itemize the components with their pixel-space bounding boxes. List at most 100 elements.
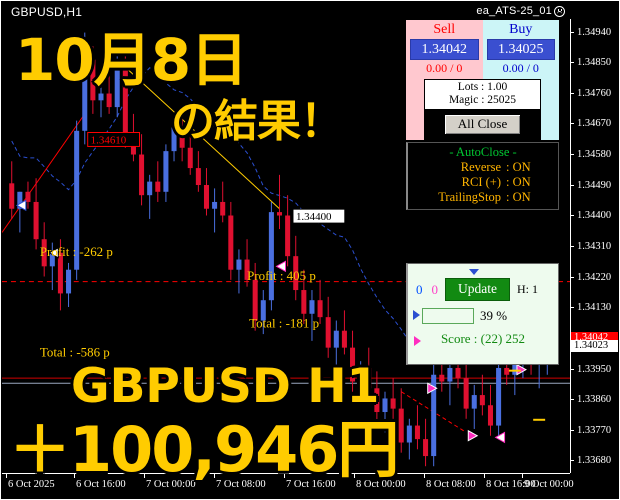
profit-label-2-text: Profit : 405 p xyxy=(247,268,316,283)
price-tick-label: 1.33770 xyxy=(577,424,612,436)
buy-position-summary: 0.00 / 0 xyxy=(502,61,539,75)
all-close-row: All Close xyxy=(406,110,559,140)
price-tick-mark xyxy=(571,307,574,309)
price-tick-label: 1.33950 xyxy=(577,363,612,375)
time-tick-label: 8 Oct 00:00 xyxy=(356,479,406,490)
autoclose-row[interactable]: RCI (+): ON xyxy=(408,175,558,190)
time-tick-label: 6 Oct 16:00 xyxy=(76,479,126,490)
price-tick-mark xyxy=(571,154,574,156)
time-scale[interactable]: 6 Oct 2025 6 Oct 16:00 7 Oct 00:00 7 Oct 08… xyxy=(2,473,574,498)
autoclose-row[interactable]: Reverse : ON xyxy=(408,160,558,175)
progress-percent-label: 39 % xyxy=(480,308,508,323)
price-tick-mark xyxy=(571,215,574,217)
lots-line: Lots : 1.00 xyxy=(457,81,508,93)
time-tick-mark xyxy=(484,474,485,478)
price-tick-label: 1.34940 xyxy=(577,26,612,38)
chart-title: GBPUSD,H1 xyxy=(11,5,83,19)
lots-magic-box: Lots : 1.00 Magic : 25025 xyxy=(424,79,541,110)
sell-side-spacer xyxy=(406,79,424,110)
price-tick: 1.33680 xyxy=(571,455,618,467)
price-tick: 1.34310 xyxy=(571,241,618,253)
price-tick: 1.34850 xyxy=(571,57,618,69)
price-tick-mark xyxy=(571,368,574,370)
progress-row: 39 % xyxy=(408,308,558,324)
autoclose-row-name: Reverse xyxy=(460,160,501,174)
price-tick-mark xyxy=(571,399,574,401)
current-price-badge: 1.34023 xyxy=(571,339,618,352)
price-tick-label: 1.33860 xyxy=(577,394,612,406)
high-price-label-text: 1.34610 xyxy=(91,134,127,146)
time-tick-mark xyxy=(284,474,285,478)
autoclose-panel: - AutoClose - Reverse: ON RCI (+): ON Trai… xyxy=(406,142,559,210)
all-close-zone: All Close xyxy=(424,110,541,140)
high-price-label: 1.34610 xyxy=(87,132,141,147)
price-scale[interactable]: 1.34940 1.34850 1.34760 1.34670 1.34580 1.344… xyxy=(570,19,618,473)
progress-bar xyxy=(422,308,474,324)
update-button[interactable]: Update xyxy=(445,278,510,301)
price-tick-label: 1.34490 xyxy=(577,179,612,191)
time-tick-label: 7 Oct 00:00 xyxy=(146,479,196,490)
price-tick: 1.34130 xyxy=(571,302,618,314)
time-tick-label: 6 Oct 2025 xyxy=(8,479,55,490)
autoclose-row-name: RCI (+) xyxy=(461,175,501,189)
counter-pink: 0 xyxy=(431,281,439,297)
buy-label: Buy xyxy=(509,22,533,37)
sell-label: Sell xyxy=(433,22,456,37)
sell-side-spacer-2 xyxy=(406,110,424,140)
price-tick: 1.34940 xyxy=(571,27,618,39)
entry-price-label-text: 1.34400 xyxy=(296,211,332,223)
price-tick: 1.34400 xyxy=(571,210,618,222)
sell-column: Sell 1.34042 0.00 / 0 xyxy=(406,20,483,79)
ea-name-label: ea_ATS-25_01 xyxy=(476,5,552,17)
autoclose-row-value: : ON xyxy=(506,160,531,174)
profit-label-1: Profit : -262 p xyxy=(40,244,113,259)
time-tick-label: 8 Oct 08:00 xyxy=(426,479,476,490)
profit-label-1-text: Profit : -262 p xyxy=(40,244,113,259)
price-tick-mark xyxy=(571,62,574,64)
all-close-button[interactable]: All Close xyxy=(443,114,522,135)
counter-blue: 0 xyxy=(416,281,423,297)
price-tick-label: 1.34850 xyxy=(577,57,612,69)
time-tick-label: 8 Oct 16:00 xyxy=(486,479,536,490)
arrow-right-pink-icon xyxy=(414,336,421,346)
price-tick: 1.34760 xyxy=(571,88,618,100)
price-tick-label: 1.34310 xyxy=(577,241,612,252)
total-label-2: Total : -586 p xyxy=(40,345,110,360)
price-tick-mark xyxy=(571,184,574,186)
buy-side-spacer xyxy=(541,79,559,110)
profit-label-2: Profit : 405 p xyxy=(247,268,316,283)
price-tick: 1.34220 xyxy=(571,272,618,284)
total-label-1-text: Total : -181 p xyxy=(249,316,319,331)
time-tick-label: 7 Oct 08:00 xyxy=(216,479,266,490)
score-top-row: 0 0 Update H: 1 xyxy=(408,278,558,301)
entry-price-label: 1.34400 xyxy=(292,208,346,224)
price-tick-mark xyxy=(571,246,574,247)
time-tick-mark xyxy=(214,474,215,478)
arrow-right-blue-icon xyxy=(413,310,420,320)
sell-price-button[interactable]: 1.34042 xyxy=(410,39,479,60)
price-tick-label: 1.34580 xyxy=(577,149,612,161)
sell-buy-row: Sell 1.34042 0.00 / 0 Buy 1.34025 0.00 /… xyxy=(406,20,559,79)
chart-plot-area[interactable]: 1.34610 1.34400 Profit : -262 p Profit : 40… xyxy=(2,19,570,473)
arrow-down-icon xyxy=(469,269,479,275)
price-tick: 1.33770 xyxy=(571,425,618,437)
total-label-1: Total : -181 p xyxy=(249,316,319,331)
price-tick-label: 1.34130 xyxy=(577,302,612,314)
total-label-2-text: Total : -586 p xyxy=(40,345,110,360)
price-tick-mark xyxy=(571,31,574,33)
buy-side-spacer-2 xyxy=(541,110,559,140)
autoclose-row[interactable]: TrailingStop: ON xyxy=(408,190,558,205)
time-tick-mark xyxy=(522,474,523,478)
price-tick-mark xyxy=(571,429,574,431)
buy-price-button[interactable]: 1.34025 xyxy=(486,39,555,60)
price-tick-mark xyxy=(571,92,574,94)
buy-column: Buy 1.34025 0.00 / 0 xyxy=(482,20,559,79)
price-tick-mark xyxy=(571,460,574,462)
price-tick-label: 1.34220 xyxy=(577,271,612,283)
hour-label: H: 1 xyxy=(516,282,538,296)
score-label: Score : (22) 252 xyxy=(440,331,526,346)
time-tick-mark xyxy=(6,474,7,478)
price-tick-label: 1.34670 xyxy=(577,118,612,130)
time-tick-label: 9 Oct 00:00 xyxy=(524,479,574,490)
